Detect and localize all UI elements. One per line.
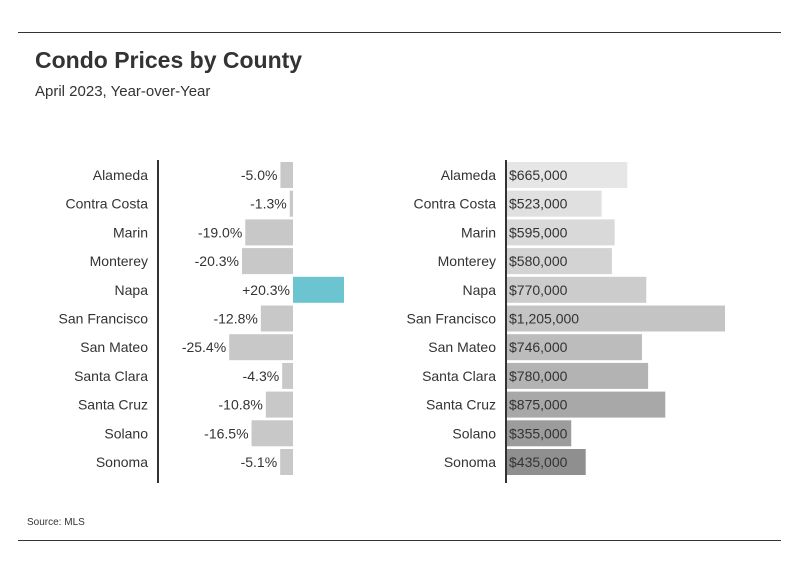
change-value-label-marin: -19.0% <box>198 224 242 240</box>
price-value-label-marin: $595,000 <box>509 224 568 240</box>
price-value-label-contra-costa: $523,000 <box>509 196 568 212</box>
change-category-label-solano: Solano <box>104 425 148 441</box>
price-value-label-napa: $770,000 <box>509 282 568 298</box>
price-category-label-alameda: Alameda <box>441 167 496 183</box>
change-category-label-napa: Napa <box>115 282 149 298</box>
change-category-label-santa-cruz: Santa Cruz <box>78 397 148 413</box>
change-value-label-sonoma: -5.1% <box>241 454 278 470</box>
price-bar-monterey <box>507 248 612 275</box>
price-category-label-sonoma: Sonoma <box>444 454 496 470</box>
change-value-label-solano: -16.5% <box>204 425 248 441</box>
change-bar-santa-cruz <box>265 391 293 418</box>
price-bar-santa-cruz <box>507 391 666 418</box>
bottom-rule <box>18 540 781 541</box>
price-category-label-marin: Marin <box>461 224 496 240</box>
price-value-label-solano: $355,000 <box>509 425 568 441</box>
price-bar-san-francisco <box>507 305 725 332</box>
price-bar-sonoma <box>507 449 586 475</box>
change-bar-solano <box>251 420 293 447</box>
price-value-label-sonoma: $435,000 <box>509 454 568 470</box>
price-panel: Alameda $665,000 Contra Costa $523,000 Marin… <box>407 160 725 483</box>
change-value-label-contra-costa: -1.3% <box>250 196 287 212</box>
change-bar-marin <box>245 219 293 246</box>
change-category-label-alameda: Alameda <box>93 167 148 183</box>
change-panel: Alameda -5.0% Contra Costa -1.3% Marin -19.0%… <box>59 160 344 483</box>
change-value-label-napa: +20.3% <box>242 282 290 298</box>
change-category-label-santa-clara: Santa Clara <box>74 368 148 384</box>
price-category-label-napa: Napa <box>463 282 497 298</box>
change-value-label-santa-clara: -4.3% <box>243 368 280 384</box>
change-category-label-contra-costa: Contra Costa <box>66 196 149 212</box>
price-category-label-monterey: Monterey <box>438 253 496 269</box>
change-bar-san-francisco <box>260 305 293 332</box>
price-category-label-san-mateo: San Mateo <box>428 339 496 355</box>
price-bar-solano <box>507 420 572 447</box>
price-bar-contra-costa <box>507 190 602 217</box>
price-category-label-contra-costa: Contra Costa <box>414 196 497 212</box>
change-value-label-san-francisco: -12.8% <box>213 311 257 327</box>
change-value-label-santa-cruz: -10.8% <box>219 397 263 413</box>
price-category-label-santa-clara: Santa Clara <box>422 368 496 384</box>
chart-title: Condo Prices by County <box>35 47 303 73</box>
change-category-label-marin: Marin <box>113 224 148 240</box>
price-value-label-alameda: $665,000 <box>509 167 568 183</box>
change-value-label-san-mateo: -25.4% <box>182 339 226 355</box>
chart-subtitle: April 2023, Year-over-Year <box>35 83 211 100</box>
price-value-label-santa-clara: $780,000 <box>509 368 568 384</box>
change-category-label-monterey: Monterey <box>90 253 148 269</box>
price-category-label-santa-cruz: Santa Cruz <box>426 397 496 413</box>
price-bar-marin <box>507 219 615 246</box>
top-rule <box>18 32 781 33</box>
price-value-label-san-francisco: $1,205,000 <box>509 311 579 327</box>
price-bar-santa-clara <box>507 362 649 389</box>
price-value-label-monterey: $580,000 <box>509 253 568 269</box>
change-bar-san-mateo <box>229 334 293 361</box>
change-value-label-monterey: -20.3% <box>195 253 239 269</box>
price-bar-san-mateo <box>507 334 642 361</box>
price-value-label-san-mateo: $746,000 <box>509 339 568 355</box>
change-bar-contra-costa <box>289 190 293 217</box>
price-bar-napa <box>507 276 647 303</box>
price-bar-alameda <box>507 162 628 188</box>
change-bar-santa-clara <box>282 362 293 389</box>
change-bar-napa <box>293 276 344 303</box>
change-value-label-alameda: -5.0% <box>241 167 278 183</box>
price-category-label-solano: Solano <box>452 425 496 441</box>
change-category-label-san-mateo: San Mateo <box>80 339 148 355</box>
change-bar-alameda <box>280 162 293 188</box>
change-category-label-sonoma: Sonoma <box>96 454 148 470</box>
source-note: Source: MLS <box>27 517 85 528</box>
change-bar-monterey <box>242 248 293 275</box>
change-bar-sonoma <box>280 449 293 475</box>
price-category-label-san-francisco: San Francisco <box>407 311 497 327</box>
change-category-label-san-francisco: San Francisco <box>59 311 149 327</box>
price-value-label-santa-cruz: $875,000 <box>509 397 568 413</box>
